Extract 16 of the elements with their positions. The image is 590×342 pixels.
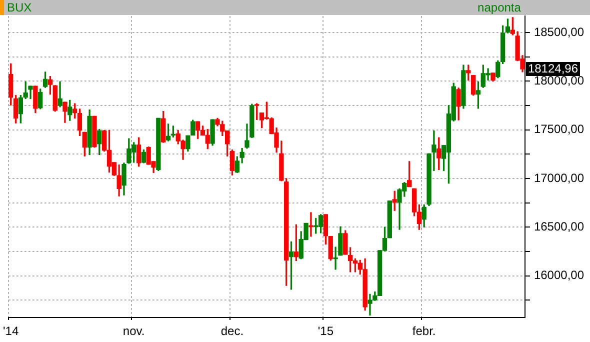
candlestick: [308, 212, 314, 237]
candlestick: [392, 190, 397, 211]
x-tick-label: '14: [3, 324, 19, 338]
y-tick-label: 16000,00: [534, 268, 584, 282]
y-tick-label: 16500,00: [534, 219, 584, 234]
chart-subtitle: naponta: [478, 0, 522, 14]
chart-title: BUX: [7, 0, 32, 14]
y-tick-label: 17000,00: [534, 170, 584, 185]
y-tick-label: 18000,00: [534, 73, 584, 88]
x-tick-label: dec.: [220, 324, 244, 338]
y-tick-label: 17500,00: [534, 122, 584, 136]
x-tick-label: nov.: [122, 324, 145, 338]
x-tick-label: febr.: [412, 324, 436, 338]
text: 18124,96: [528, 61, 578, 76]
y-tick-label: 18500,00: [534, 24, 584, 39]
x-tick-label: '15: [318, 324, 334, 338]
